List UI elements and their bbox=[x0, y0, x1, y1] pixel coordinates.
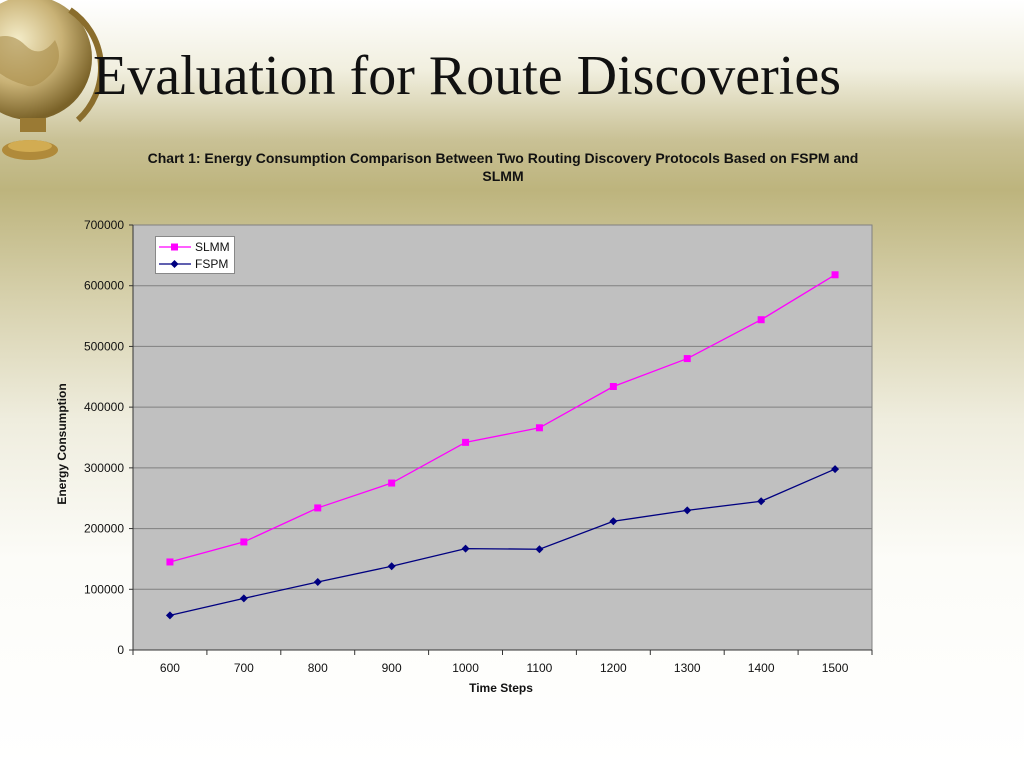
data-point-fspm bbox=[757, 497, 766, 506]
x-tick-label: 1000 bbox=[452, 661, 479, 675]
data-point-fspm bbox=[609, 517, 618, 526]
data-point-slmm bbox=[240, 538, 248, 546]
data-point-slmm bbox=[831, 271, 839, 279]
x-tick-label: 600 bbox=[160, 661, 180, 675]
y-tick-label: 700000 bbox=[84, 218, 124, 232]
y-axis-label: Energy Consumption bbox=[55, 383, 69, 505]
y-tick-label: 300000 bbox=[84, 461, 124, 475]
data-point-slmm bbox=[462, 438, 470, 446]
slide-title: Evaluation for Route Discoveries bbox=[93, 45, 842, 107]
data-point-slmm bbox=[535, 424, 543, 432]
legend-swatch-fspm bbox=[159, 260, 191, 268]
x-axis-label: Time Steps bbox=[469, 681, 533, 695]
data-point-fspm bbox=[461, 544, 470, 553]
y-tick-label: 600000 bbox=[84, 279, 124, 293]
legend-swatch-slmm bbox=[159, 243, 191, 251]
data-point-fspm bbox=[535, 545, 544, 554]
data-point-fspm bbox=[683, 506, 692, 515]
data-point-fspm bbox=[165, 611, 174, 620]
data-point-fspm bbox=[239, 594, 248, 603]
plot-area bbox=[132, 224, 873, 651]
data-point-fspm bbox=[313, 578, 322, 586]
data-point-slmm bbox=[609, 383, 617, 390]
x-tick-label: 700 bbox=[234, 661, 254, 675]
series-line-slmm bbox=[169, 274, 836, 563]
y-tick-label: 100000 bbox=[84, 582, 124, 596]
legend-label-fspm: FSPM bbox=[195, 257, 229, 271]
y-tick-label: 200000 bbox=[84, 522, 124, 536]
chart-title: Chart 1: Energy Consumption Comparison B… bbox=[147, 150, 859, 184]
y-tick-label: 0 bbox=[117, 643, 124, 657]
data-point-slmm bbox=[757, 316, 765, 324]
x-tick-label: 1500 bbox=[822, 661, 849, 675]
x-tick-label: 1400 bbox=[748, 661, 775, 675]
y-tick-label: 500000 bbox=[84, 339, 124, 353]
x-tick-label: 1100 bbox=[527, 661, 553, 675]
legend-item-fspm: FSPM bbox=[158, 256, 228, 272]
chart-legend: SLMM FSPM bbox=[155, 236, 235, 274]
y-tick-label: 400000 bbox=[84, 400, 124, 414]
series-line-fspm bbox=[169, 468, 836, 617]
chart-canvas: 0 100000 200000 300000 400000 500000 600000 700… bbox=[84, 218, 873, 675]
data-point-slmm bbox=[388, 479, 396, 487]
x-tick-label: 1200 bbox=[600, 661, 627, 675]
x-tick-label: 800 bbox=[308, 661, 328, 675]
data-point-slmm bbox=[166, 558, 174, 566]
data-point-slmm bbox=[314, 504, 322, 512]
data-point-fspm bbox=[387, 562, 396, 571]
legend-item-slmm: SLMM bbox=[158, 239, 230, 255]
x-tick-label: 900 bbox=[382, 661, 402, 675]
data-point-slmm bbox=[683, 355, 691, 363]
globe-decoration bbox=[0, 0, 110, 170]
data-point-fspm bbox=[831, 465, 840, 474]
x-tick-label: 1300 bbox=[674, 661, 701, 675]
chart: 0 100000 200000 300000 400000 500000 600000 700… bbox=[0, 140, 1024, 710]
legend-label-slmm: SLMM bbox=[195, 240, 230, 254]
